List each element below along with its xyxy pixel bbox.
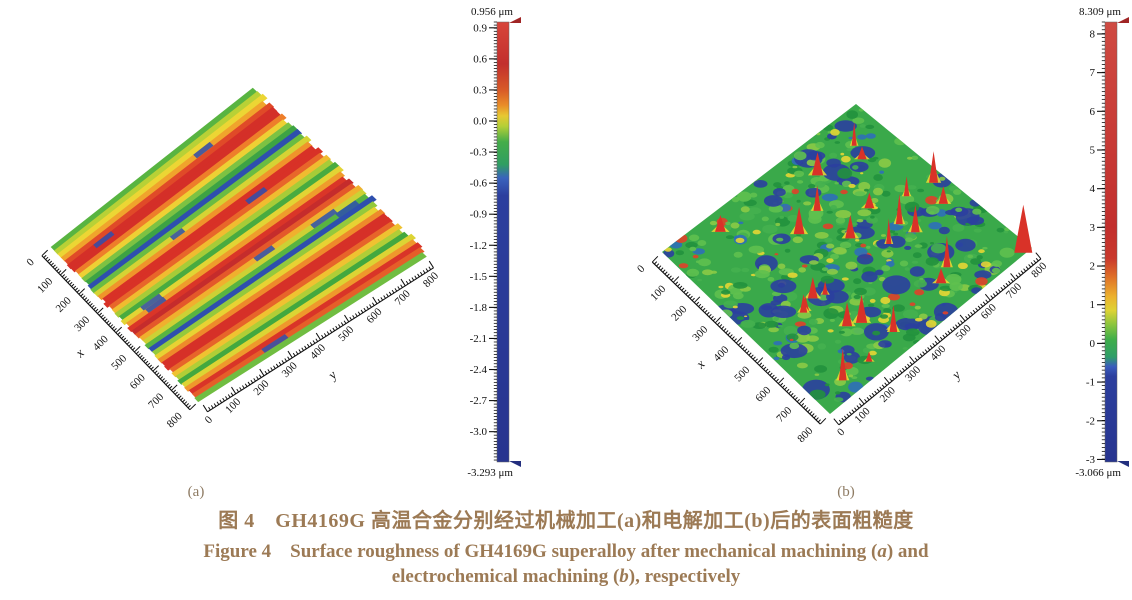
- svg-text:3: 3: [1090, 222, 1096, 234]
- svg-text:-1.8: -1.8: [470, 302, 488, 314]
- svg-text:-0.3: -0.3: [470, 147, 488, 159]
- svg-text:y: y: [323, 367, 339, 383]
- svg-text:-2: -2: [1086, 415, 1095, 427]
- svg-text:200: 200: [251, 378, 272, 399]
- svg-text:300: 300: [280, 360, 301, 381]
- svg-text:100: 100: [852, 405, 873, 426]
- svg-text:600: 600: [364, 306, 385, 327]
- svg-text:-3.293 μm: -3.293 μm: [467, 467, 513, 479]
- svg-text:800: 800: [421, 270, 442, 291]
- figure-canvas: 0100200300400500600700800x01002003004005…: [24, 6, 1129, 479]
- svg-text:100: 100: [35, 275, 56, 296]
- svg-text:0: 0: [635, 263, 648, 276]
- svg-text:-2.4: -2.4: [470, 364, 488, 376]
- svg-text:700: 700: [146, 391, 167, 412]
- svg-text:200: 200: [878, 384, 899, 405]
- svg-text:x: x: [71, 345, 87, 361]
- svg-text:0.956 μm: 0.956 μm: [471, 6, 513, 18]
- svg-text:800: 800: [1029, 260, 1050, 281]
- panel-b-surface: [662, 104, 1033, 414]
- svg-text:-0.6: -0.6: [470, 178, 488, 190]
- svg-text:400: 400: [928, 343, 949, 364]
- panel-b-label: (b): [837, 484, 855, 500]
- svg-text:-1: -1: [1086, 377, 1095, 389]
- svg-text:800: 800: [795, 425, 816, 446]
- panel-a-plot: 0100200300400500600700800x01002003004005…: [24, 6, 521, 479]
- svg-text:300: 300: [690, 323, 711, 344]
- svg-text:700: 700: [774, 404, 795, 425]
- caption-chinese: 图 4 GH4169G 高温合金分别经过机械加工(a)和电解加工(b)后的表面粗…: [218, 510, 914, 532]
- svg-text:0.6: 0.6: [473, 53, 487, 65]
- svg-text:300: 300: [72, 314, 93, 335]
- svg-text:600: 600: [753, 384, 774, 405]
- svg-text:400: 400: [711, 344, 732, 365]
- svg-text:0: 0: [24, 256, 37, 269]
- svg-text:400: 400: [91, 333, 112, 354]
- figure-caption: (a) (b) 图 4 GH4169G 高温合金分别经过机械加工(a)和电解加工…: [0, 482, 1132, 588]
- svg-text:600: 600: [128, 371, 149, 392]
- svg-text:800: 800: [165, 410, 186, 431]
- svg-text:500: 500: [109, 352, 130, 373]
- svg-text:-2.7: -2.7: [470, 395, 488, 407]
- panel-b-plot: 0100200300400500600700800x01002003004005…: [635, 6, 1129, 479]
- svg-text:1: 1: [1090, 299, 1096, 311]
- svg-text:x: x: [692, 356, 708, 372]
- svg-text:0: 0: [203, 414, 216, 427]
- svg-text:4: 4: [1090, 183, 1096, 195]
- panel-b-colorbar: 8 7 6 5 4 3 2 1 0 -1 -2 -3 8.309 μm -3.066 μm: [1075, 6, 1129, 479]
- svg-text:500: 500: [953, 322, 974, 343]
- svg-text:0.0: 0.0: [473, 115, 487, 127]
- panel-a-surface: [50, 87, 427, 403]
- svg-text:700: 700: [1004, 281, 1025, 302]
- svg-text:7: 7: [1090, 67, 1096, 79]
- svg-text:-1.2: -1.2: [470, 240, 487, 252]
- panel-a-colorbar: 0.9 0.6 0.3 0.0 -0.3 -0.6 -0.9 -1.2 -1.5 -1.8 -2.1…: [467, 6, 521, 479]
- caption-english-line1: Figure 4 Surface roughness of GH4169G su…: [203, 541, 929, 562]
- svg-text:-3.0: -3.0: [470, 426, 488, 438]
- svg-text:0.3: 0.3: [473, 84, 487, 96]
- svg-text:2: 2: [1090, 261, 1096, 273]
- svg-text:5: 5: [1090, 144, 1096, 156]
- svg-text:y: y: [947, 367, 963, 383]
- svg-text:-2.1: -2.1: [470, 333, 487, 345]
- caption-english-line2: electrochemical machining (b), respectiv…: [391, 566, 741, 587]
- svg-text:200: 200: [669, 303, 690, 324]
- svg-text:0: 0: [1090, 338, 1096, 350]
- svg-text:500: 500: [336, 324, 357, 345]
- svg-text:300: 300: [903, 364, 924, 385]
- svg-text:0.9: 0.9: [473, 22, 487, 34]
- svg-text:-0.9: -0.9: [470, 209, 488, 221]
- svg-text:0: 0: [835, 426, 848, 439]
- svg-text:700: 700: [393, 288, 414, 309]
- svg-text:6: 6: [1090, 106, 1096, 118]
- panel-a-label: (a): [187, 484, 205, 500]
- svg-text:-3: -3: [1086, 454, 1096, 466]
- svg-text:100: 100: [223, 396, 244, 417]
- svg-text:8: 8: [1090, 28, 1096, 40]
- svg-text:8.309 μm: 8.309 μm: [1079, 6, 1121, 18]
- svg-text:200: 200: [54, 294, 75, 315]
- svg-text:-1.5: -1.5: [470, 271, 488, 283]
- svg-text:500: 500: [732, 364, 753, 385]
- svg-text:100: 100: [648, 283, 669, 304]
- svg-text:400: 400: [308, 342, 329, 363]
- svg-text:600: 600: [979, 301, 1000, 322]
- svg-text:-3.066 μm: -3.066 μm: [1075, 467, 1121, 479]
